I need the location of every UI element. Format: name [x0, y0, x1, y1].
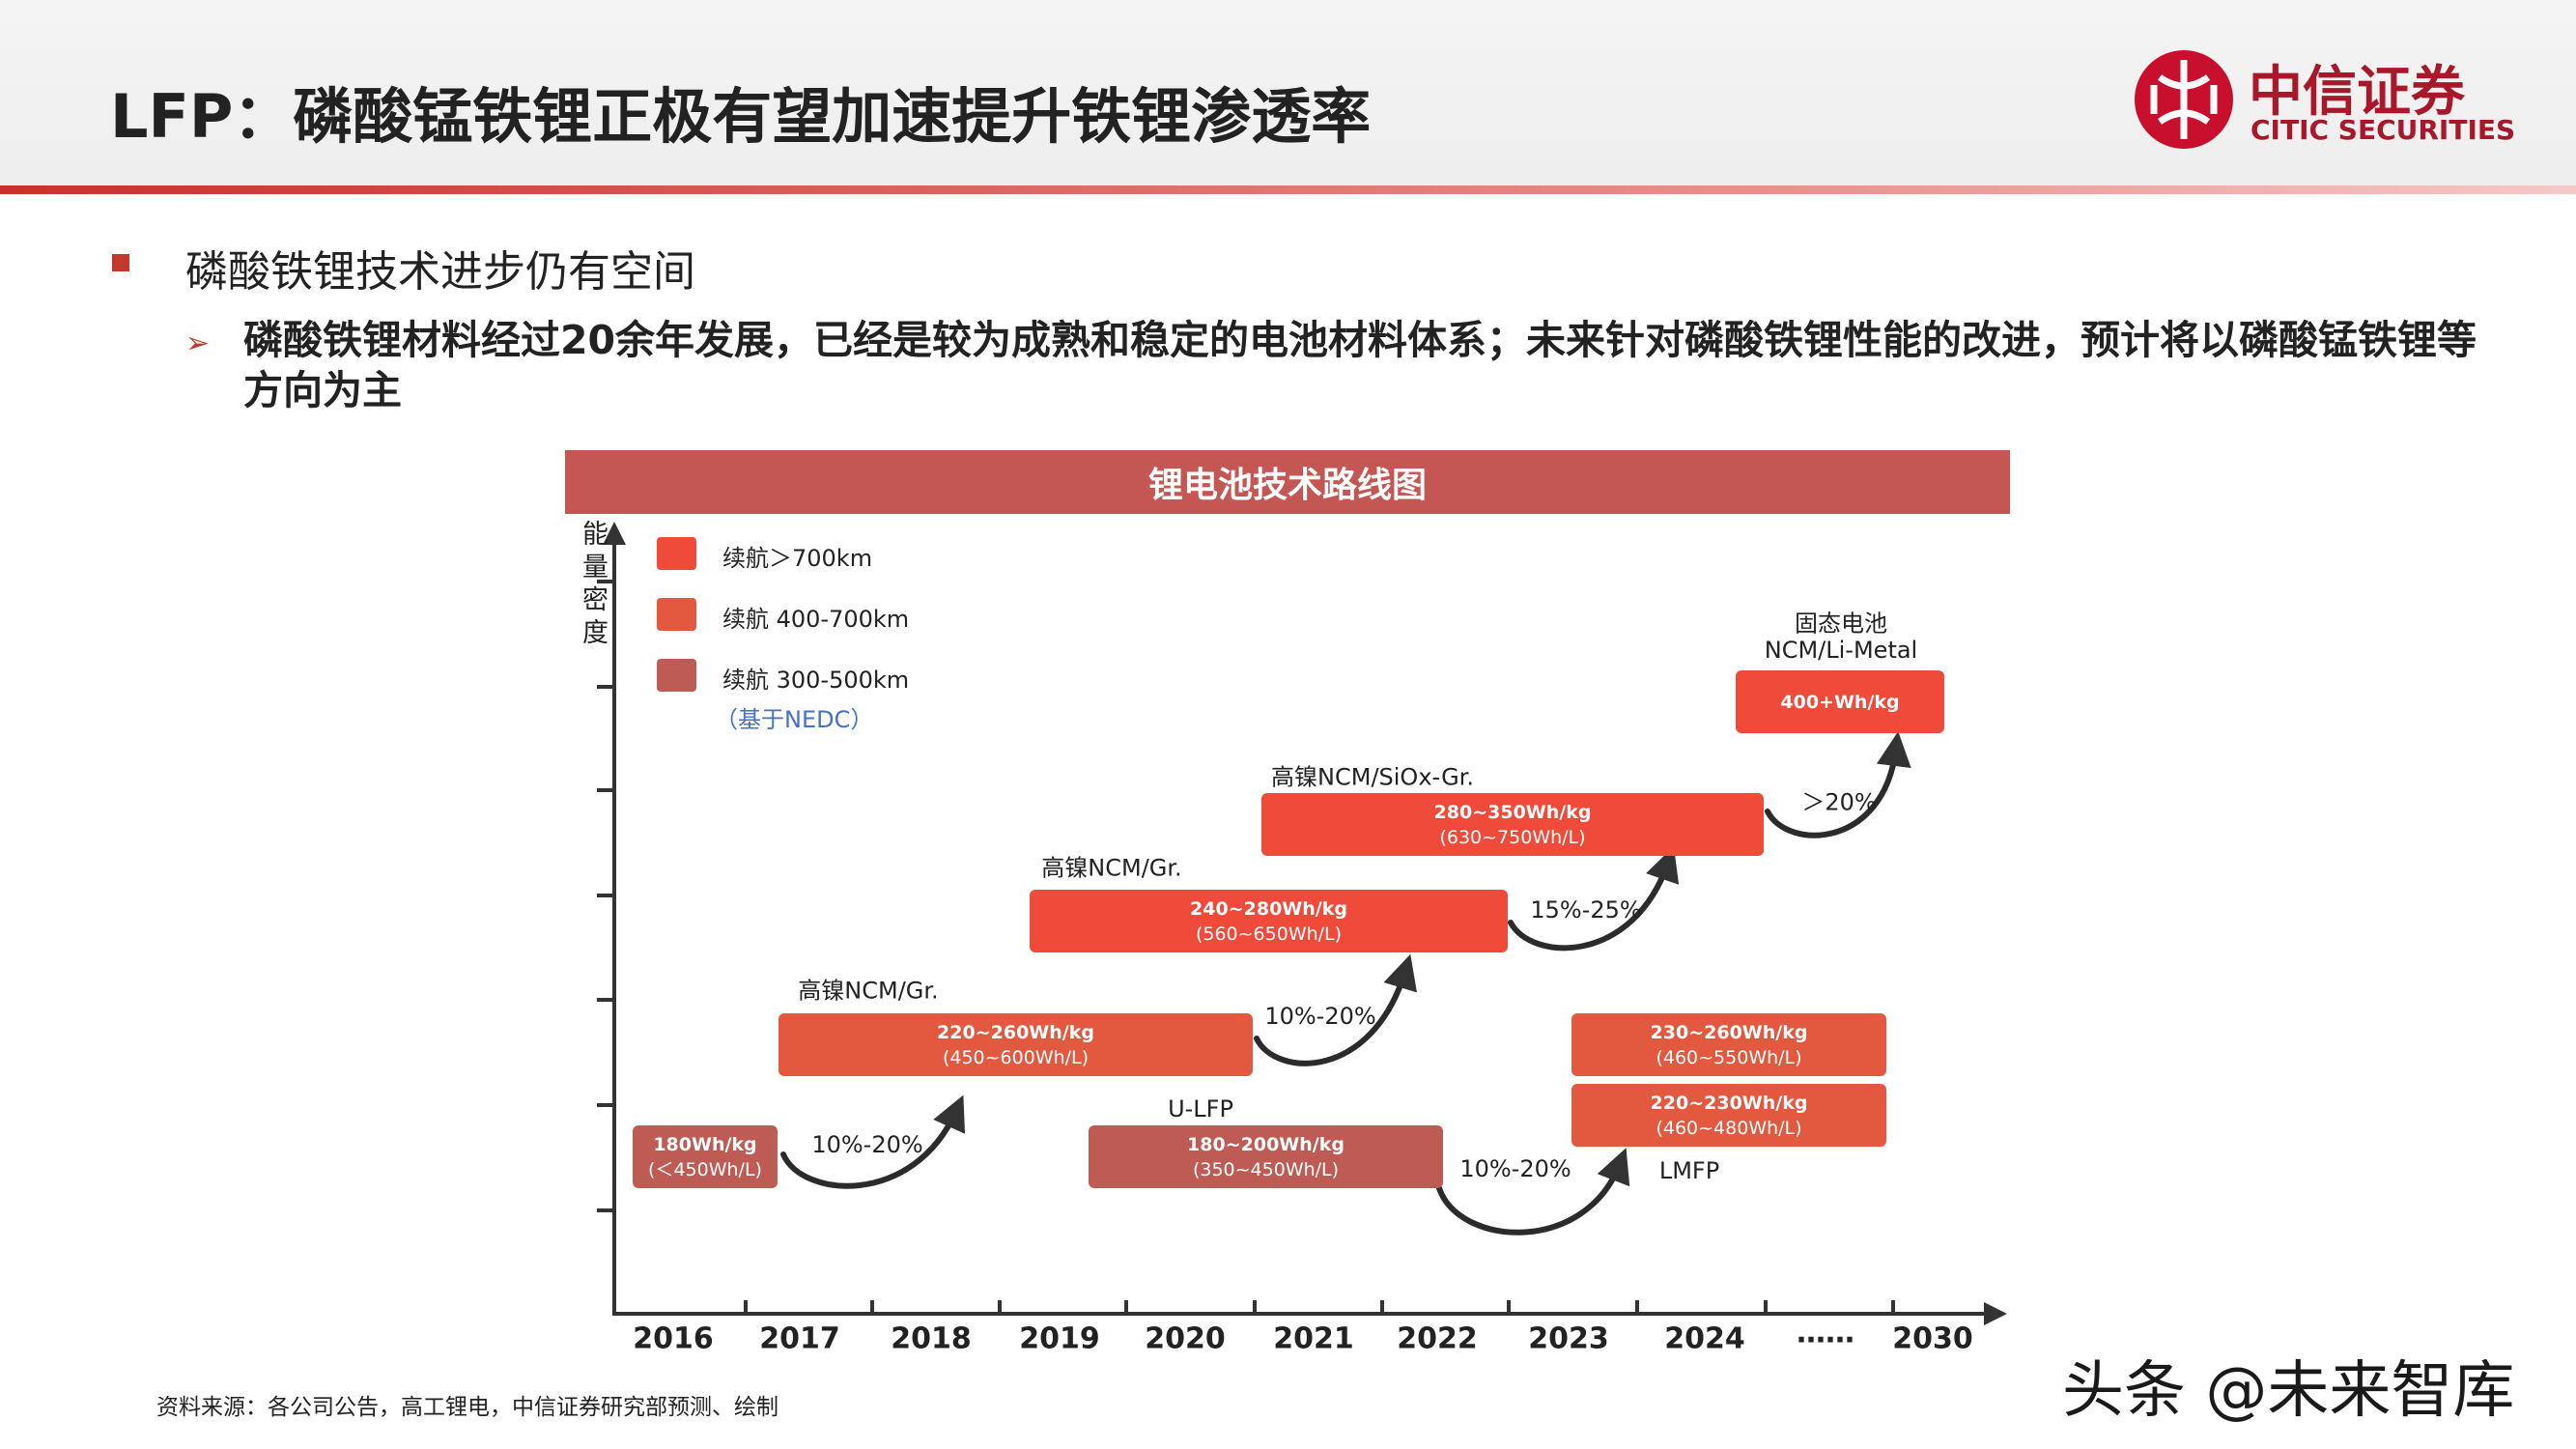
growth-label: 10%-20%	[811, 1131, 923, 1158]
x-label: ……	[1797, 1316, 1854, 1350]
x-label: 2023	[1528, 1321, 1609, 1356]
x-label: 2017	[759, 1321, 840, 1356]
box-line: 240~280Wh/kg	[1190, 897, 1347, 920]
bullet-text: 磷酸铁锂技术进步仍有空间	[185, 247, 695, 297]
tech-box: 280~350Wh/kg (630~750Wh/L)	[1261, 793, 1764, 856]
legend-swatch	[657, 659, 696, 692]
box-line: (450~600Wh/L)	[942, 1046, 1090, 1068]
box-line: 220~230Wh/kg	[1650, 1092, 1808, 1114]
growth-label: ＞20%	[1801, 788, 1877, 816]
logo-name-en: CITIC SECURITIES	[2250, 114, 2516, 146]
watermark: 头条 @未来智库	[2062, 1355, 2515, 1427]
x-label: 2024	[1664, 1321, 1745, 1356]
y-axis-label: 能量密度	[578, 520, 608, 651]
box-line: 180Wh/kg	[653, 1133, 757, 1155]
legend-label: 续航 400-700km	[722, 606, 910, 633]
slide-title: LFP：磷酸锰铁锂正极有望加速提升铁锂渗透率	[110, 81, 1372, 152]
legend-note: （基于NEDC）	[715, 706, 874, 733]
growth-label: 10%-20%	[1459, 1155, 1571, 1182]
tech-box: 180~200Wh/kg (350~450Wh/L)	[1089, 1125, 1443, 1188]
tech-box: 180Wh/kg (＜450Wh/L)	[633, 1125, 778, 1188]
box-caption: U-LFP	[1168, 1095, 1233, 1122]
tech-box: 220~230Wh/kg (460~480Wh/L)	[1571, 1084, 1886, 1147]
box-line: (460~480Wh/L)	[1656, 1117, 1802, 1139]
bullet-square	[112, 254, 129, 271]
sub-bullet-text: 磷酸铁锂材料经过20余年发展，已经是较为成熟和稳定的电池材料体系；未来针对磷酸铁…	[243, 317, 2477, 413]
x-label: 2020	[1145, 1321, 1226, 1356]
x-label: 2016	[633, 1321, 714, 1356]
box-line: 230~260Wh/kg	[1650, 1021, 1808, 1043]
x-label: 2021	[1273, 1321, 1354, 1356]
x-label: 2022	[1397, 1321, 1478, 1356]
box-line: 280~350Wh/kg	[1433, 801, 1592, 823]
source-note: 资料来源：各公司公告，高工锂电，中信证券研究部预测、绘制	[156, 1395, 778, 1420]
box-caption: 高镍NCM/SiOx-Gr.	[1271, 763, 1474, 791]
box-line: (560~650Wh/L)	[1195, 923, 1343, 945]
box-line: 220~260Wh/kg	[937, 1021, 1094, 1043]
tech-box: 220~260Wh/kg (450~600Wh/L)	[778, 1013, 1253, 1076]
tech-box: 230~260Wh/kg (460~550Wh/L)	[1571, 1013, 1886, 1076]
box-caption: NCM/Li-Metal	[1764, 637, 1918, 664]
header-rule	[0, 185, 2576, 194]
box-line: 400+Wh/kg	[1780, 691, 1900, 713]
legend-label: 续航＞700km	[722, 545, 873, 572]
logo-name: 中信证券	[2249, 61, 2465, 124]
box-line: (630~750Wh/L)	[1439, 826, 1586, 848]
box-caption: LMFP	[1658, 1157, 1720, 1184]
tech-box: 240~280Wh/kg (560~650Wh/L)	[1030, 890, 1508, 952]
sub-bullet-arrow: ➢	[185, 327, 211, 360]
legend-label: 续航 300-500km	[722, 667, 910, 694]
box-caption: 高镍NCM/Gr.	[1041, 854, 1182, 882]
box-caption: 固态电池	[1795, 610, 1887, 638]
box-line: (460~550Wh/L)	[1656, 1046, 1802, 1068]
box-line: 180~200Wh/kg	[1187, 1133, 1345, 1155]
growth-label: 15%-25%	[1530, 896, 1642, 923]
x-label: 2019	[1019, 1321, 1100, 1356]
diagram-title: 锂电池技术路线图	[565, 450, 2010, 514]
box-line: (350~450Wh/L)	[1192, 1158, 1340, 1180]
tech-box: 400+Wh/kg	[1736, 670, 1944, 733]
logo-mark	[2135, 50, 2233, 149]
growth-label: 10%-20%	[1264, 1003, 1376, 1030]
x-label: 2030	[1892, 1321, 1973, 1356]
box-line: (＜450Wh/L)	[648, 1158, 762, 1180]
legend-swatch	[657, 537, 696, 570]
x-label: 2018	[891, 1321, 972, 1356]
legend-swatch	[657, 598, 696, 631]
box-caption: 高镍NCM/Gr.	[798, 977, 939, 1005]
